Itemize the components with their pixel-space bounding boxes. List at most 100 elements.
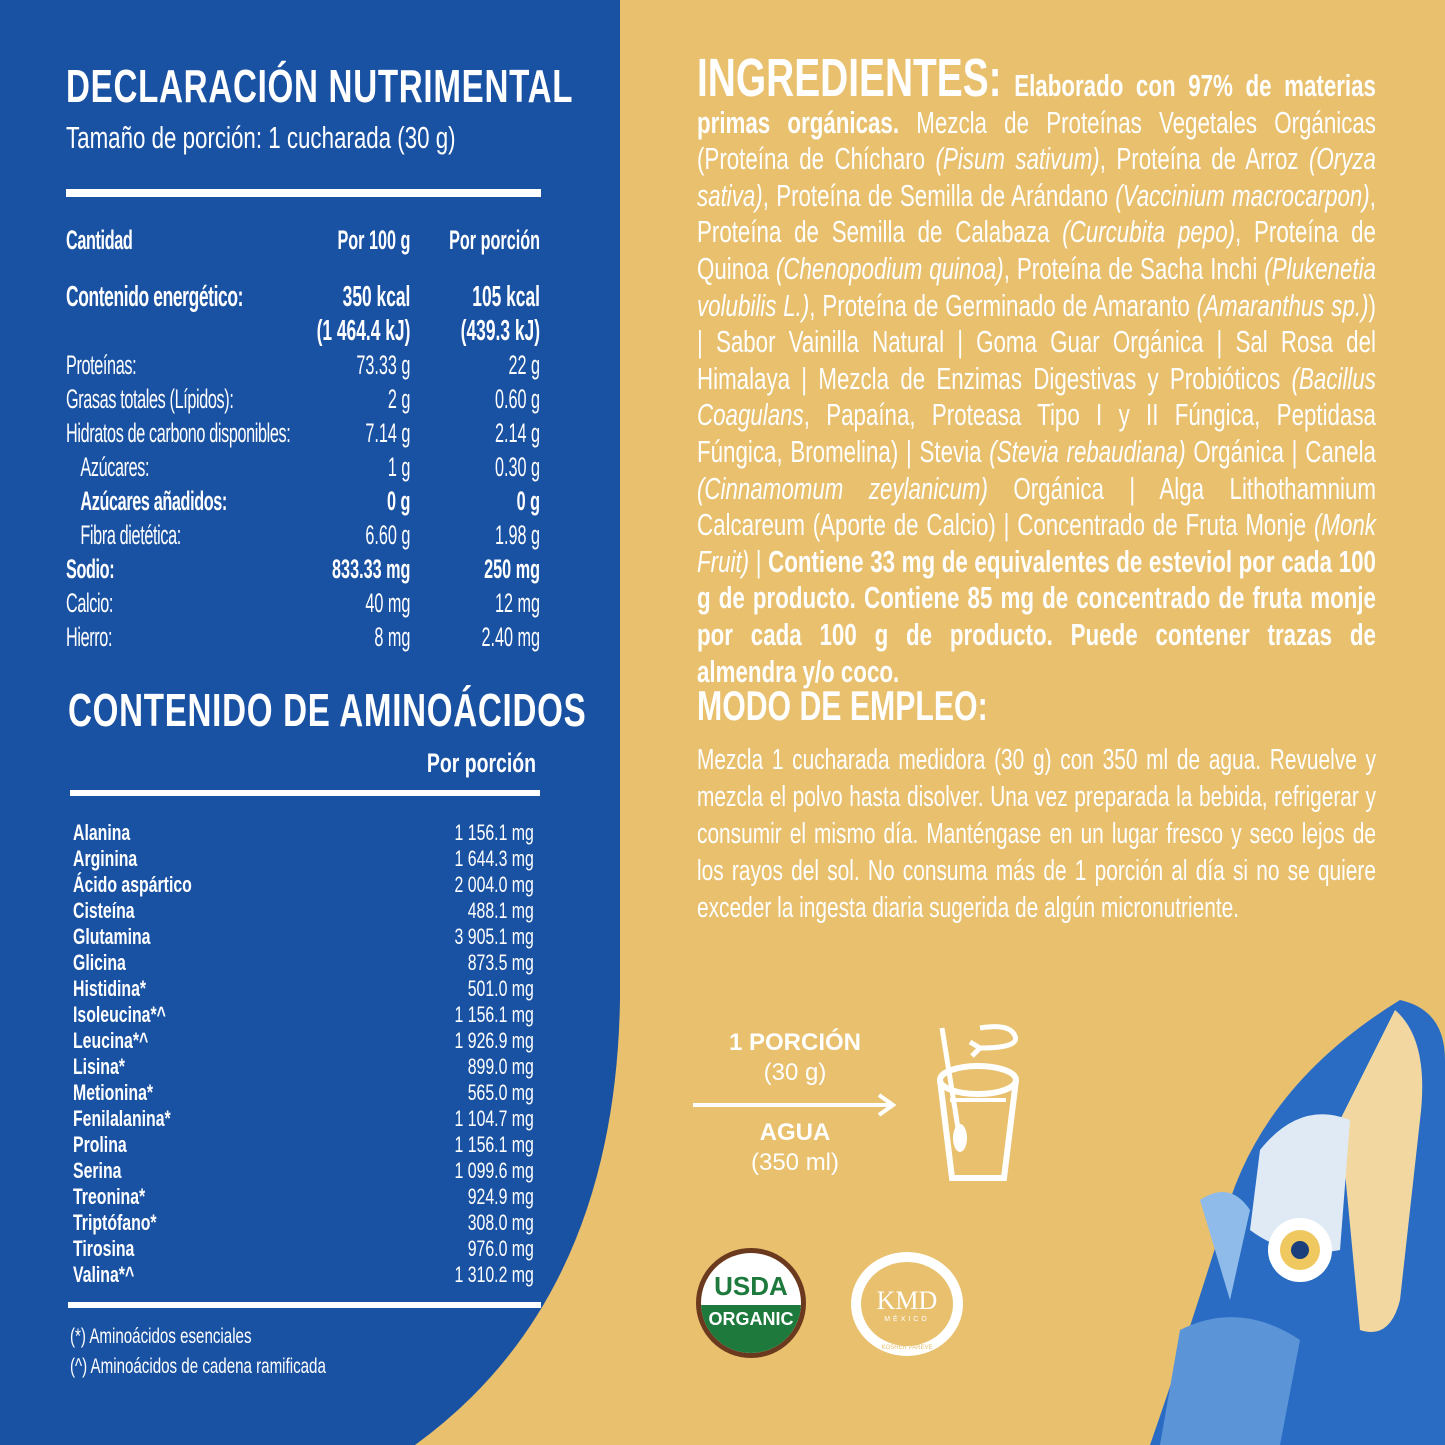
table-row: Grasas totales (Lípidos): 2 g 0.60 g — [66, 384, 540, 414]
energy-perserving: 105 kcal — [472, 281, 540, 313]
usda-organic-badge: USDA ORGANIC — [696, 1248, 806, 1358]
ingredients-segment: (Plukenetia volubilis L.) — [697, 250, 1376, 323]
usage-block: MODO DE EMPLEO: Mezcla 1 cucharada medid… — [697, 682, 1376, 927]
ingredients-segment: (Oryza sativa) — [697, 141, 1376, 213]
ingredients-segment: (Chenopodium quinoa) — [775, 250, 1004, 286]
ingredients-segment: (Amaranthus sp.) — [1196, 287, 1369, 323]
amino-value: 899.0 mg — [467, 1054, 534, 1079]
ingredients-block: INGREDIENTES: Elaborado con 97% de mater… — [697, 51, 1376, 690]
table-row: Sodio: 833.33 mg 250 mg — [66, 554, 540, 584]
amino-name: Glutamina — [73, 924, 151, 949]
amino-row: Histidina* 501.0 mg — [73, 976, 534, 1002]
amino-name: Metionina* — [73, 1080, 154, 1105]
table-header: Cantidad Por 100 g Por porción — [66, 223, 540, 257]
amino-row: Leucina*^ 1 926.9 mg — [73, 1028, 534, 1054]
amino-row: Triptófano* 308.0 mg — [73, 1210, 534, 1236]
table-row-energy-kj: (1 464.4 kJ) (439.3 kJ) — [66, 314, 540, 348]
amino-value: 2 004.0 mg — [454, 872, 534, 897]
footnote-essential: (*) Aminoácidos esenciales — [70, 1325, 252, 1348]
amino-name: Glicina — [73, 950, 126, 975]
energy-label: Contenido energético: — [66, 281, 244, 313]
amino-name: Arginina — [73, 846, 138, 871]
water-title: AGUA — [759, 1119, 831, 1146]
kmd-country: MÉXICO — [884, 1316, 930, 1323]
table-row: Calcio: 40 mg 12 mg — [66, 588, 540, 618]
amino-row: Isoleucina*^ 1 156.1 mg — [73, 1002, 534, 1028]
water-label: AGUA (350 ml) — [700, 1118, 890, 1178]
energy-per100: 350 kcal — [342, 281, 411, 313]
usage-text: Mezcla 1 cucharada medidora (30 g) con 3… — [697, 744, 1376, 924]
portion-label: 1 PORCIÓN (30 g) — [700, 1028, 890, 1088]
ingredients-segment: , Papaína, Proteasa Tipo I y II Fúngica,… — [697, 397, 1376, 469]
divider — [68, 1302, 541, 1308]
nutrition-header: DECLARACIÓN NUTRIMENTAL Tamaño de porció… — [66, 60, 572, 156]
ingredients-segment: (Curcubita pepo) — [1062, 214, 1236, 250]
kmd-text: KMD — [876, 1286, 938, 1315]
amino-col-header: Por porción — [426, 748, 536, 778]
amino-value: 1 156.1 mg — [454, 1002, 534, 1027]
table-row: Azúcares: 1 g 0.30 g — [80, 452, 540, 482]
ingredients-segment: ) | Sabor Vainilla Natural | Goma Guar O… — [697, 287, 1376, 396]
ingredients-segment: Orgánica | Canela — [1185, 433, 1376, 469]
amino-value: 1 926.9 mg — [454, 1028, 534, 1053]
amino-row: Lisina* 899.0 mg — [73, 1054, 534, 1080]
amino-list: Alanina 1 156.1 mg Arginina 1 644.3 mg Ácido… — [73, 820, 534, 1288]
ingredients-segment: Contiene 33 mg de equivalentes de estevi… — [697, 543, 1376, 689]
kmd-kosher-badge: KMD MÉXICO KOSHER PAREVE — [851, 1252, 963, 1356]
amino-row: Treonina* 924.9 mg — [73, 1184, 534, 1210]
amino-name: Ácido aspártico — [73, 872, 192, 897]
footnotes: (*) Aminoácidos esenciales (^) Aminoácid… — [70, 1322, 502, 1382]
table-row-energy: Contenido energético: 350 kcal 105 kcal — [66, 280, 540, 314]
amino-value: 308.0 mg — [467, 1210, 534, 1235]
amino-row: Fenilalanina* 1 104.7 mg — [73, 1106, 534, 1132]
amino-row: Glicina 873.5 mg — [73, 950, 534, 976]
table-row: Hierro: 8 mg 2.40 mg — [66, 622, 540, 652]
ingredients-title: INGREDIENTES: — [697, 48, 1002, 108]
amino-name: Alanina — [73, 820, 131, 845]
usage-title: MODO DE EMPLEO: — [697, 682, 988, 729]
amino-title: CONTENIDO DE AMINOÁCIDOS — [68, 684, 587, 736]
ingredients-segment: (Bacillus Coagulans — [697, 360, 1376, 433]
serving-size: Tamaño de porción: 1 cucharada (30 g) — [66, 120, 456, 155]
divider — [66, 189, 541, 197]
glass-with-spoon-stir-icon — [937, 1024, 1019, 1181]
nutrition-table: Cantidad Por 100 g Por porción Contenido… — [66, 223, 540, 654]
amino-row: Alanina 1 156.1 mg — [73, 820, 534, 846]
amino-name: Triptófano* — [73, 1210, 157, 1235]
amino-value: 976.0 mg — [467, 1236, 534, 1261]
amino-name: Isoleucina*^ — [73, 1002, 166, 1027]
amino-row: Valina*^ 1 310.2 mg — [73, 1262, 534, 1288]
ingredients-segment: (Cinnamomum zeylanicum) — [697, 470, 988, 506]
ingredients-text: INGREDIENTES: Elaborado con 97% de mater… — [697, 51, 1376, 690]
amino-value: 873.5 mg — [467, 950, 534, 975]
amino-name: Lisina* — [73, 1054, 125, 1079]
ingredients-segment: , Proteína de Germinado de Amaranto — [809, 287, 1197, 323]
ingredients-segment: | — [749, 543, 769, 579]
ingredients-segment: (Pisum sativum) — [935, 141, 1100, 177]
ingredients-segment: (Stevia rebaudiana) — [989, 433, 1186, 469]
amino-row: Ácido aspártico 2 004.0 mg — [73, 872, 534, 898]
amino-value: 1 644.3 mg — [454, 846, 534, 871]
amino-value: 3 905.1 mg — [454, 924, 534, 949]
divider — [70, 790, 540, 796]
amino-name: Cisteína — [73, 898, 135, 923]
amino-value: 1 104.7 mg — [454, 1106, 534, 1131]
amino-name: Tirosina — [73, 1236, 135, 1261]
amino-name: Histidina* — [73, 976, 147, 1001]
energy-perserving-kj: (439.3 kJ) — [460, 315, 540, 347]
usda-text: USDA — [714, 1271, 788, 1301]
ingredients-segment: Elaborado con 97% de materias primas org… — [697, 68, 1376, 140]
header-qty: Cantidad — [66, 225, 133, 255]
amino-row: Cisteína 488.1 mg — [73, 898, 534, 924]
amino-row: Serina 1 099.6 mg — [73, 1158, 534, 1184]
ingredients-segment: , Proteína de Quinoa — [697, 214, 1376, 286]
amino-row: Metionina* 565.0 mg — [73, 1080, 534, 1106]
amino-name: Prolina — [73, 1132, 127, 1157]
amino-value: 1 099.6 mg — [454, 1158, 534, 1183]
amino-name: Leucina*^ — [73, 1028, 149, 1053]
amino-header: CONTENIDO DE AMINOÁCIDOS Por porción — [68, 684, 587, 780]
portion-title: 1 PORCIÓN — [728, 1029, 862, 1056]
ingredients-segment: Orgánica | Alga Lithothamnium Calcareum … — [697, 470, 1376, 543]
